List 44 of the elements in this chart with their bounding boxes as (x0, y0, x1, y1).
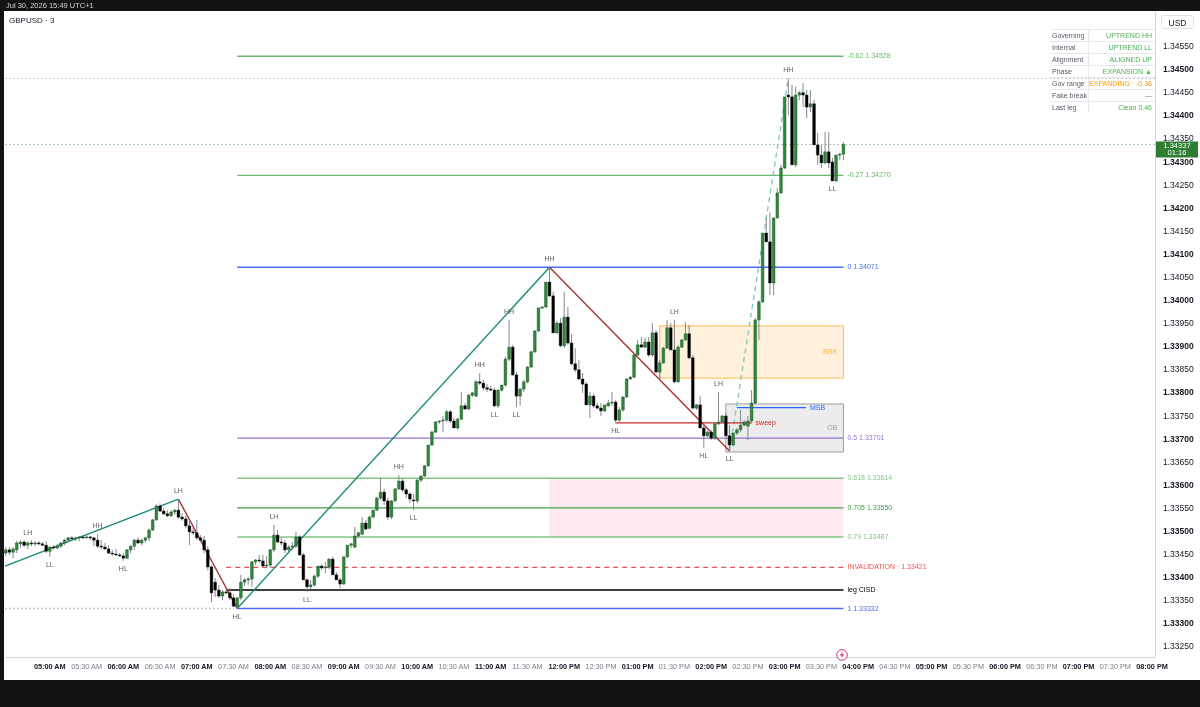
candlestick (485, 383, 489, 393)
candlestick (808, 89, 812, 113)
candlestick (496, 388, 500, 409)
candlestick (261, 554, 265, 568)
y-tick-label: 1.33550 (1163, 502, 1194, 513)
y-tick-label: 1.34450 (1163, 87, 1194, 98)
y-tick-label: 1.34300 (1163, 156, 1194, 167)
y-tick-label: 1.33300 (1163, 618, 1194, 629)
candlestick (103, 542, 107, 551)
y-tick-label: 1.33600 (1163, 479, 1194, 490)
candlestick (588, 391, 592, 419)
y-tick-label: 1.33250 (1163, 641, 1194, 652)
y-tick-label: 1.33800 (1163, 387, 1194, 398)
y-tick-label: 1.33350 (1163, 595, 1194, 606)
candlestick (92, 536, 96, 547)
y-tick-label: 1.33750 (1163, 410, 1194, 421)
candlestick (647, 336, 651, 358)
y-tick-label: 1.33500 (1163, 525, 1194, 536)
y-tick-label: 1.34200 (1163, 202, 1194, 213)
y-tick-label: 1.34100 (1163, 248, 1194, 259)
candlestick (250, 560, 254, 588)
text: GBPUSD · 3 (9, 16, 55, 26)
y-tick-label: 1.34350 (1163, 133, 1194, 144)
y-tick-label: 1.34550 (1163, 41, 1194, 52)
candlestick (599, 402, 603, 417)
y-tick-label: 1.33900 (1163, 341, 1194, 352)
y-tick-label: 1.33700 (1163, 433, 1194, 444)
candlestick (823, 131, 827, 165)
candlestick (114, 548, 118, 557)
y-tick-label: 1.33450 (1163, 549, 1194, 560)
y-tick-label: 1.34050 (1163, 271, 1194, 282)
y-tick-label: 1.33400 (1163, 572, 1194, 583)
y-tick-label: 1.34150 (1163, 225, 1194, 236)
candlestick (610, 391, 614, 407)
y-tick-label: 1.34250 (1163, 179, 1194, 190)
y-tick-label: 1.34000 (1163, 295, 1194, 306)
y-tick-label: 1.33850 (1163, 364, 1194, 375)
y-tick-label: 1.33950 (1163, 318, 1194, 329)
candlestick (650, 322, 654, 358)
y-tick-label: 1.34500 (1163, 64, 1194, 75)
y-tick-label: 1.34400 (1163, 110, 1194, 121)
y-axis-title: USD (1161, 15, 1194, 29)
candlestick (187, 519, 191, 546)
y-tick-label: 1.33650 (1163, 456, 1194, 467)
